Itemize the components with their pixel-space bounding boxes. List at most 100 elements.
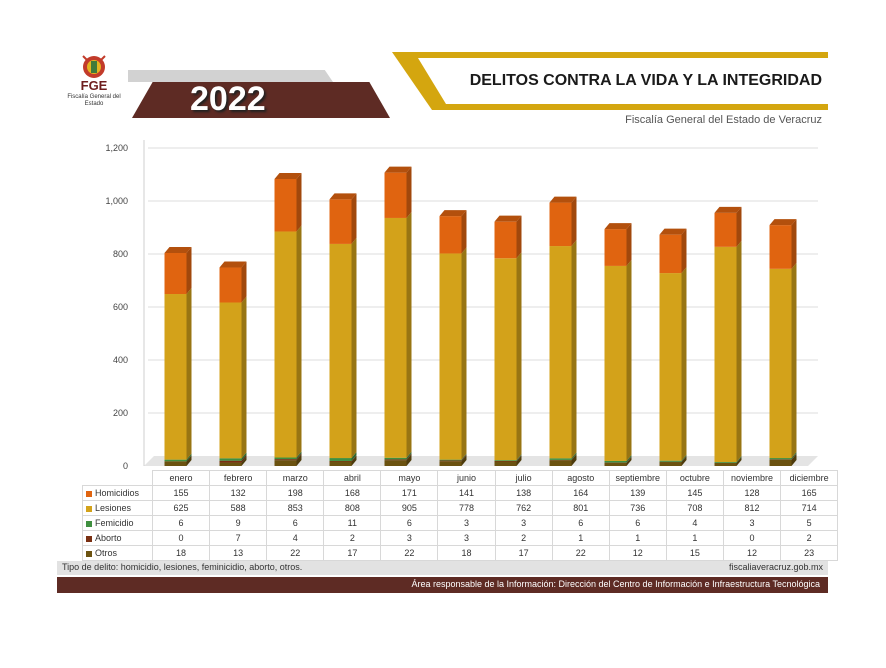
data-label: 132	[210, 486, 267, 501]
x-tick-label: octubre	[666, 471, 723, 486]
bar-side	[737, 207, 742, 247]
bar-segment	[495, 461, 517, 466]
data-label: 0	[723, 531, 780, 546]
bar-segment	[550, 203, 572, 246]
bar-side	[517, 216, 522, 259]
bar-side	[517, 252, 522, 460]
bar-segment	[220, 458, 242, 460]
bar-segment	[550, 246, 572, 458]
bar-side	[627, 223, 632, 266]
y-tick-label: 800	[113, 249, 128, 259]
legend-swatch	[86, 536, 92, 542]
data-label: 22	[267, 546, 324, 561]
x-tick-label: noviembre	[723, 471, 780, 486]
data-label: 22	[552, 546, 609, 561]
bar-segment	[330, 244, 352, 458]
data-label: 714	[781, 501, 838, 516]
data-label: 905	[381, 501, 438, 516]
x-tick-label: junio	[438, 471, 495, 486]
bar-segment	[275, 231, 297, 457]
x-tick-label: febrero	[210, 471, 267, 486]
bar-side	[297, 173, 302, 231]
data-label: 155	[153, 486, 210, 501]
data-label: 18	[153, 546, 210, 561]
bar-side	[407, 167, 412, 218]
x-tick-label: diciembre	[781, 471, 838, 486]
y-tick-label: 1,000	[105, 196, 128, 206]
data-label: 762	[495, 501, 552, 516]
bar-segment	[220, 268, 242, 303]
bar-segment	[440, 253, 462, 459]
bar-side	[242, 262, 247, 303]
data-label: 3	[438, 516, 495, 531]
legend-swatch	[86, 506, 92, 512]
bar-side	[462, 210, 467, 253]
data-label: 708	[666, 501, 723, 516]
bar-segment	[385, 458, 407, 460]
x-tick-label: julio	[495, 471, 552, 486]
data-label: 168	[324, 486, 381, 501]
x-tick-label: septiembre	[609, 471, 666, 486]
data-label: 3	[723, 516, 780, 531]
bar-side	[792, 219, 797, 269]
data-label: 6	[153, 516, 210, 531]
data-label: 23	[781, 546, 838, 561]
note-bar: Tipo de delito: homicidio, lesiones, fem…	[57, 561, 828, 575]
bar-side	[352, 193, 357, 244]
bar-segment	[220, 463, 242, 466]
table-row: Otros 18 13 22 17 22 18 17 22 12 15 12 23	[83, 546, 838, 561]
responsible-area: Área responsable de la Información: Dire…	[411, 579, 820, 589]
bar-segment	[770, 225, 792, 269]
bar-segment	[605, 229, 627, 266]
data-label: 171	[381, 486, 438, 501]
footer-bar: Área responsable de la Información: Dire…	[57, 577, 828, 593]
data-label: 12	[609, 546, 666, 561]
bar-segment	[660, 235, 682, 273]
data-label: 6	[267, 516, 324, 531]
bar-segment	[440, 460, 462, 461]
bar-segment	[165, 253, 187, 294]
bar-segment	[715, 213, 737, 247]
bar-segment	[440, 461, 462, 466]
legend-entry: Femicidio	[83, 516, 153, 531]
bar-side	[792, 263, 797, 458]
bar-segment	[495, 222, 517, 259]
bar-segment	[715, 463, 737, 466]
bar-segment	[605, 461, 627, 463]
bar-segment	[550, 458, 572, 460]
bar-segment	[385, 218, 407, 458]
data-label: 801	[552, 501, 609, 516]
y-tick-label: 200	[113, 408, 128, 418]
data-label: 0	[153, 531, 210, 546]
data-label: 164	[552, 486, 609, 501]
bar-segment	[660, 273, 682, 461]
bar-side	[462, 247, 467, 459]
bar-side	[682, 267, 687, 461]
bar-side	[297, 225, 302, 457]
table-row: Homicidios 155 132 198 168 171 141 138 164 139 145…	[83, 486, 838, 501]
data-label: 3	[381, 531, 438, 546]
x-tick-label: enero	[153, 471, 210, 486]
table-row: Lesiones 625 588 853 808 905 778 762 801 736 708 81…	[83, 501, 838, 516]
bar-segment	[165, 461, 187, 466]
bar-side	[187, 288, 192, 460]
data-label: 4	[267, 531, 324, 546]
bar-segment	[385, 460, 407, 466]
data-label: 778	[438, 501, 495, 516]
bar-segment	[330, 458, 352, 461]
table-row: Femicidio 6 9 6 11 6 3 3 6 6 4 3 5	[83, 516, 838, 531]
bar-segment	[165, 294, 187, 460]
data-label: 853	[267, 501, 324, 516]
bar-segment	[660, 461, 682, 462]
legend-entry: Aborto	[83, 531, 153, 546]
crime-type-note: Tipo de delito: homicidio, lesiones, fem…	[62, 562, 302, 572]
x-tick-label: agosto	[552, 471, 609, 486]
legend-entry: Lesiones	[83, 501, 153, 516]
data-label: 625	[153, 501, 210, 516]
table-corner	[83, 471, 153, 486]
website-link[interactable]: fiscaliaveracruz.gob.mx	[729, 562, 823, 572]
data-label: 12	[723, 546, 780, 561]
data-label: 7	[210, 531, 267, 546]
data-table: enero febrero marzo abril mayo junio julio agos…	[82, 470, 838, 561]
bar-segment	[165, 460, 187, 462]
